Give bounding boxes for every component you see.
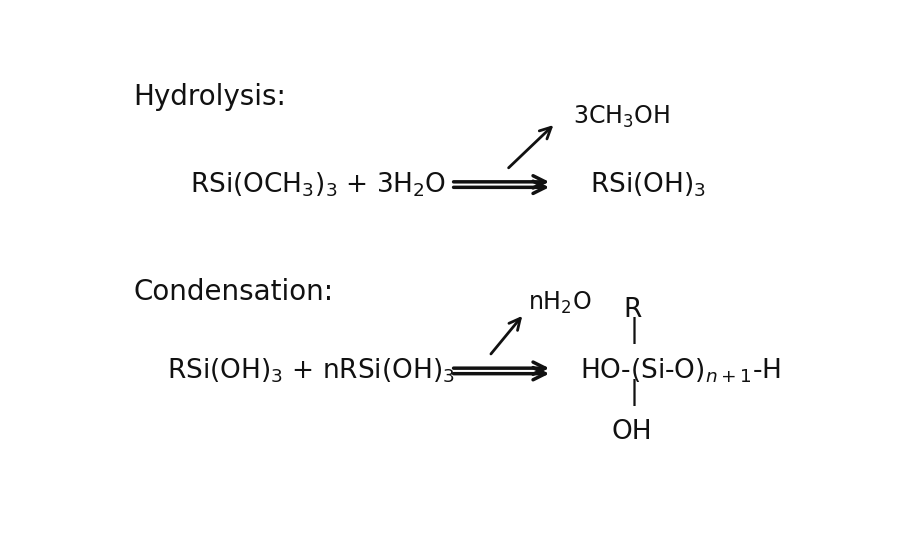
Text: RSi(OH)$_3$ + nRSi(OH)$_3$: RSi(OH)$_3$ + nRSi(OH)$_3$	[167, 356, 455, 385]
Text: 3CH$_3$OH: 3CH$_3$OH	[573, 104, 670, 130]
Text: R: R	[623, 296, 642, 322]
Text: Condensation:: Condensation:	[133, 278, 334, 306]
Text: OH: OH	[612, 419, 652, 446]
Text: RSi(OCH$_3$)$_3$ + 3H$_2$O: RSi(OCH$_3$)$_3$ + 3H$_2$O	[190, 170, 446, 199]
Text: |: |	[630, 379, 639, 406]
Text: HO-(Si-O)$_{n+1}$-H: HO-(Si-O)$_{n+1}$-H	[580, 356, 781, 385]
Text: RSi(OH)$_3$: RSi(OH)$_3$	[590, 170, 706, 199]
Text: nH$_2$O: nH$_2$O	[527, 290, 591, 316]
Text: |: |	[630, 317, 639, 344]
Text: Hydrolysis:: Hydrolysis:	[133, 83, 286, 111]
